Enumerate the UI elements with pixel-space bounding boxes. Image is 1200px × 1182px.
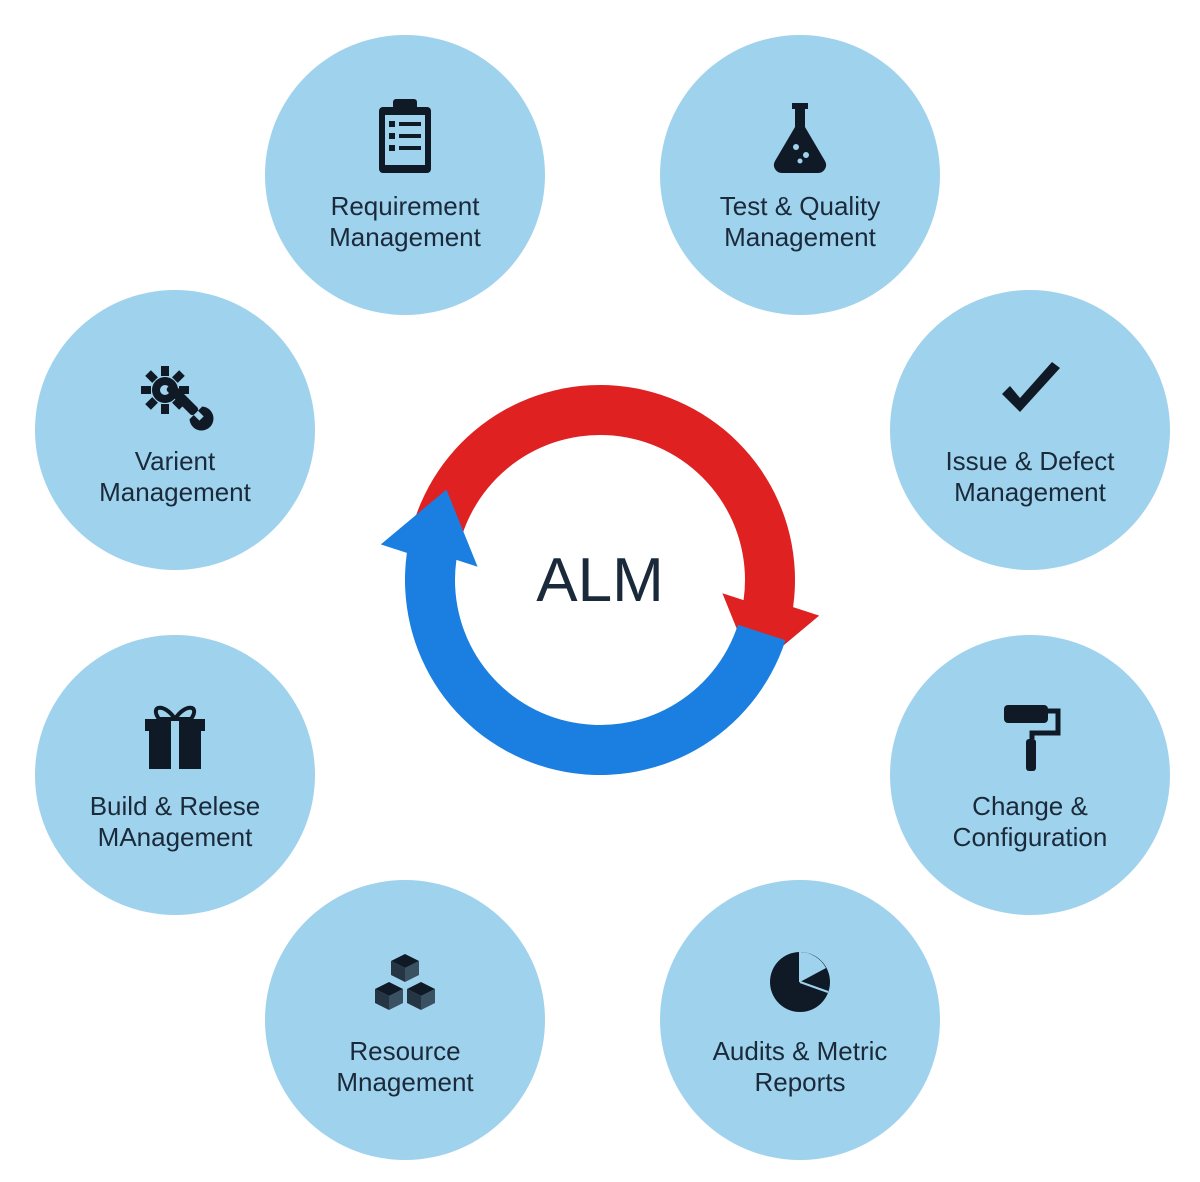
center-label: ALM — [536, 545, 663, 616]
pie-chart-icon — [760, 942, 840, 1022]
node-label: Test & Quality Management — [720, 191, 880, 253]
node-variant: Varient Management — [35, 290, 315, 570]
check-icon — [990, 352, 1070, 432]
node-label: Requirement Management — [329, 191, 481, 253]
node-resource: Resource Mnagement — [265, 880, 545, 1160]
node-audits: Audits & Metric Reports — [660, 880, 940, 1160]
alm-diagram: ALM Requirement Management Test & Quality… — [0, 0, 1200, 1182]
node-issue-defect: Issue & Defect Management — [890, 290, 1170, 570]
node-label: Varient Management — [99, 446, 251, 508]
node-label: Issue & Defect Management — [945, 446, 1114, 508]
node-label: Audits & Metric Reports — [713, 1036, 888, 1098]
center-cycle: ALM — [365, 345, 835, 815]
paint-roller-icon — [990, 697, 1070, 777]
gift-icon — [135, 697, 215, 777]
node-requirement: Requirement Management — [265, 35, 545, 315]
flask-icon — [760, 97, 840, 177]
node-test-quality: Test & Quality Management — [660, 35, 940, 315]
gear-wrench-icon — [135, 352, 215, 432]
cubes-icon — [365, 942, 445, 1022]
node-label: Resource Mnagement — [336, 1036, 473, 1098]
clipboard-icon — [365, 97, 445, 177]
node-label: Change & Configuration — [953, 791, 1108, 853]
node-change-config: Change & Configuration — [890, 635, 1170, 915]
node-label: Build & Relese MAnagement — [90, 791, 261, 853]
node-build-release: Build & Relese MAnagement — [35, 635, 315, 915]
